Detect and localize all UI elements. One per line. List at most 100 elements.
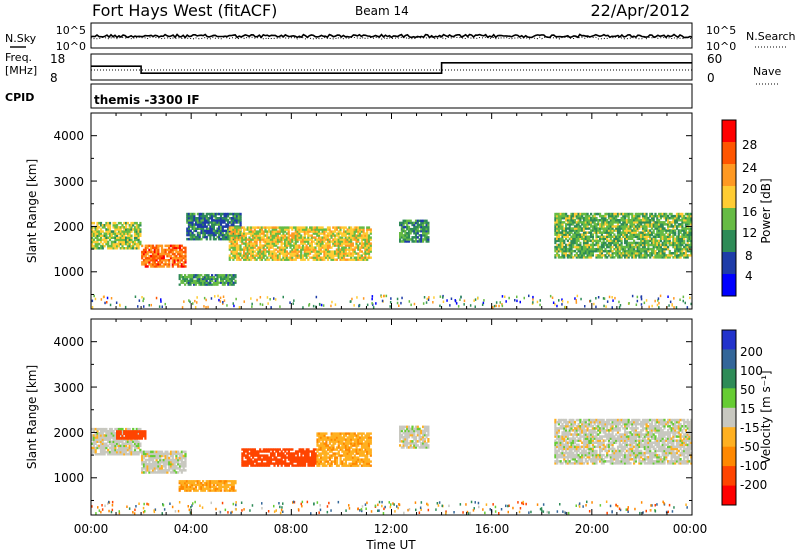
data-cell xyxy=(334,240,337,243)
data-cell xyxy=(422,302,425,305)
data-cell xyxy=(239,252,242,255)
data-cell xyxy=(633,219,636,222)
power-cbar-tick-12: 12 xyxy=(742,226,757,240)
data-cell xyxy=(246,244,249,247)
data-cell xyxy=(253,458,256,461)
data-cell xyxy=(591,252,594,255)
data-cell xyxy=(94,442,97,445)
data-cell xyxy=(672,225,675,228)
data-cell xyxy=(178,482,181,485)
data-cell xyxy=(615,221,618,224)
data-cell xyxy=(135,430,138,433)
data-cell xyxy=(251,232,255,235)
data-cell xyxy=(212,480,215,483)
data-cell xyxy=(593,223,596,226)
data-cell xyxy=(568,229,571,232)
data-cell xyxy=(406,219,409,223)
data-cell xyxy=(634,227,637,230)
data-cell xyxy=(108,442,112,445)
data-cell xyxy=(572,216,575,220)
data-cell xyxy=(180,480,183,483)
data-cell xyxy=(690,233,693,236)
data-cell xyxy=(649,231,652,234)
data-cell xyxy=(151,263,155,266)
data-cell xyxy=(230,281,233,284)
data-cell xyxy=(681,241,684,245)
data-cell xyxy=(150,471,153,474)
data-cell xyxy=(132,221,135,225)
data-cell xyxy=(584,221,587,224)
data-cell xyxy=(652,241,655,245)
data-cell xyxy=(171,256,174,260)
data-cell xyxy=(674,219,677,222)
data-cell xyxy=(235,248,239,251)
data-cell xyxy=(604,254,607,257)
data-cell xyxy=(107,434,110,437)
data-cell xyxy=(212,227,215,230)
data-cell xyxy=(184,259,187,262)
data-cell xyxy=(346,244,349,247)
data-cell xyxy=(198,225,201,228)
data-cell xyxy=(579,225,582,228)
data-cell xyxy=(133,434,136,438)
data-cell xyxy=(282,236,285,239)
data-cell xyxy=(259,244,262,247)
data-cell xyxy=(196,281,199,284)
data-cell xyxy=(211,274,214,277)
data-cell xyxy=(96,244,99,248)
data-cell xyxy=(380,295,383,298)
data-cell xyxy=(674,243,677,247)
data-cell xyxy=(105,432,108,435)
data-cell xyxy=(334,303,337,306)
data-cell xyxy=(643,247,646,251)
data-cell xyxy=(232,237,235,241)
data-cell xyxy=(342,250,346,253)
data-cell xyxy=(582,247,586,251)
data-cell xyxy=(202,229,205,233)
data-cell xyxy=(611,256,614,259)
data-cell xyxy=(328,246,331,249)
data-cell xyxy=(366,236,369,239)
data-cell xyxy=(564,305,566,309)
data-cell xyxy=(584,214,587,218)
data-cell xyxy=(214,274,217,277)
data-cell xyxy=(237,258,240,261)
data-cell xyxy=(241,452,244,455)
data-cell xyxy=(148,469,151,472)
data-cell xyxy=(235,230,239,233)
data-cell xyxy=(672,252,675,255)
data-cell xyxy=(298,250,301,253)
data-cell xyxy=(319,258,322,261)
data-cell xyxy=(277,450,280,453)
data-cell xyxy=(162,452,165,456)
data-cell xyxy=(110,446,113,450)
data-cell xyxy=(416,240,419,243)
data-cell xyxy=(189,231,192,235)
data-cell xyxy=(114,224,117,227)
data-cell xyxy=(581,216,584,220)
data-cell xyxy=(191,487,194,490)
data-cell xyxy=(103,427,106,431)
data-cell xyxy=(690,254,693,257)
data-cell xyxy=(142,263,146,266)
data-cell xyxy=(203,219,207,222)
data-cell xyxy=(294,236,297,239)
data-cell xyxy=(189,485,192,488)
data-cell xyxy=(625,235,628,238)
data-cell xyxy=(629,237,632,241)
data-cell xyxy=(266,246,269,249)
data-cell xyxy=(237,232,240,235)
data-cell xyxy=(230,252,233,255)
data-cell xyxy=(135,230,138,233)
data-cell xyxy=(141,460,144,464)
data-cell xyxy=(690,227,693,230)
data-cell xyxy=(661,231,664,234)
data-cell xyxy=(663,233,666,236)
data-cell xyxy=(294,228,297,231)
data-cell xyxy=(182,460,185,464)
data-cell xyxy=(600,235,603,238)
data-cell xyxy=(301,258,305,261)
data-cell xyxy=(142,254,146,258)
data-cell xyxy=(665,254,668,257)
